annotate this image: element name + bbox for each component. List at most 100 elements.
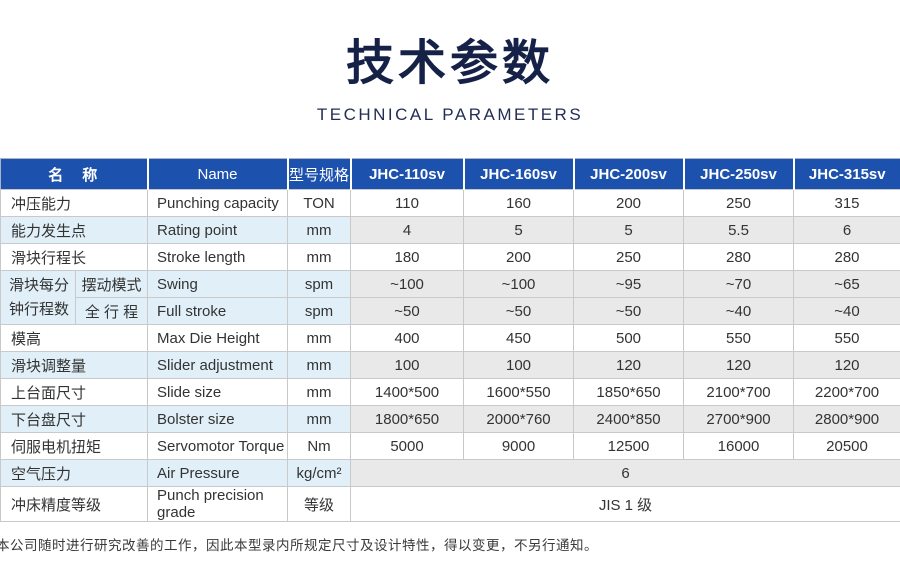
param-unit: 等级 [287,486,352,522]
cell-value: 450 [463,324,575,352]
param-name-en: Swing [147,270,289,298]
disclaimer-note: 本公司随时进行研究改善的工作，因此本型录内所规定尺寸及设计特性，得以变更，不另行… [0,538,598,553]
cell-value: 250 [683,189,795,217]
cell-value: 2000*760 [463,405,575,433]
cell-value: 5000 [350,432,465,460]
cell-value: 9000 [463,432,575,460]
cell-value: 280 [683,243,795,271]
cell-value: 1850*650 [573,378,685,406]
table-row-stroke-length: 滑块行程长 Stroke length mm 180 200 250 280 2… [0,243,900,271]
cell-value: 16000 [683,432,795,460]
cell-value: 110 [350,189,465,217]
param-name-cn-sub: 全 行 程 [74,297,149,325]
cell-value: 6 [793,216,900,244]
table-row-full-stroke: 全 行 程 Full stroke spm ~50 ~50 ~50 ~40 ~4… [1,297,900,325]
table-row-max-die-height: 模高 Max Die Height mm 400 450 500 550 550 [0,324,900,352]
cell-value: ~100 [463,270,575,298]
param-name-en: Punching capacity [147,189,289,217]
param-name-cn: 滑块行程长 [0,243,149,271]
param-name-cn: 伺服电机扭矩 [0,432,149,460]
cell-value: 180 [350,243,465,271]
cell-value: 550 [683,324,795,352]
page-title: 技术参数 [345,37,554,90]
header-name-en: Name [146,158,288,190]
cell-value: ~50 [350,297,465,325]
cell-value: 250 [573,243,685,271]
cell-value: 12500 [573,432,685,460]
param-name-en: Slide size [147,378,289,406]
param-unit: mm [287,243,352,271]
cell-value: ~40 [683,297,795,325]
header-model-315: JHC-315sv [792,158,900,190]
header-model-250: JHC-250sv [682,158,794,190]
table-row-punch-precision-grade: 冲床精度等级 Punch precision grade 等级 JIS 1 级 [0,486,900,522]
param-unit: mm [287,378,352,406]
param-name-cn: 冲压能力 [0,189,149,217]
cell-value: 5.5 [683,216,795,244]
cell-value: 200 [463,243,575,271]
param-name-en: Rating point [147,216,289,244]
page-subtitle: TECHNICAL PARAMETERS [316,104,584,124]
title-block: 技术参数 TECHNICAL PARAMETERS [0,0,900,125]
cell-value: ~95 [573,270,685,298]
cell-value: ~50 [573,297,685,325]
param-name-en: Servomotor Torque [147,432,289,460]
header-model-200: JHC-200sv [572,158,684,190]
table-row-slide-size: 上台面尺寸 Slide size mm 1400*500 1600*550 18… [0,378,900,406]
param-name-cn-group: 滑块每分钟行程数 [0,270,76,325]
cell-value: 2200*700 [793,378,900,406]
table-row-slider-adjustment: 滑块调整量 Slider adjustment mm 100 100 120 1… [0,351,900,379]
cell-value: 1800*650 [350,405,465,433]
table-header-row: 名 称 Name 型号规格 JHC-110sv JHC-160sv JHC-20… [0,158,900,190]
cell-value: 5 [463,216,575,244]
param-name-en: Air Pressure [147,459,289,487]
param-unit: Nm [287,432,352,460]
cell-value: 120 [573,351,685,379]
header-model-110: JHC-110sv [349,158,464,190]
table-row-bolster-size: 下台盘尺寸 Bolster size mm 1800*650 2000*760 … [0,405,900,433]
cell-value: 120 [793,351,900,379]
table-row-punching-capacity: 冲压能力 Punching capacity TON 110 160 200 2… [0,189,900,217]
param-unit: spm [287,297,352,325]
param-name-en: Stroke length [147,243,289,271]
param-unit: spm [287,270,352,298]
cell-value: 280 [793,243,900,271]
technical-parameters-table: 名 称 Name 型号规格 JHC-110sv JHC-160sv JHC-20… [0,158,900,522]
cell-value: 100 [350,351,465,379]
param-unit: mm [287,405,352,433]
table-row-swing: 滑块每分钟行程数 摆动模式 Swing spm ~100 ~100 ~95 ~7… [0,270,900,325]
param-unit: TON [287,189,352,217]
cell-value-merged: JIS 1 级 [350,486,900,522]
param-unit: mm [287,216,352,244]
param-name-cn-sub: 摆动模式 [74,270,149,298]
param-name-en: Max Die Height [147,324,289,352]
param-name-en: Punch precision grade [147,486,289,522]
cell-value: 120 [683,351,795,379]
cell-value: 200 [573,189,685,217]
cell-value: 100 [463,351,575,379]
table-row-air-pressure: 空气压力 Air Pressure kg/cm² 6 [0,459,900,487]
table-row-servomotor-torque: 伺服电机扭矩 Servomotor Torque Nm 5000 9000 12… [0,432,900,460]
cell-value: 1600*550 [463,378,575,406]
param-unit: mm [287,351,352,379]
param-unit: mm [287,324,352,352]
param-name-en: Full stroke [147,297,289,325]
header-name-cn: 名 称 [0,158,148,190]
cell-value: ~70 [683,270,795,298]
table-row-rating-point: 能力发生点 Rating point mm 4 5 5 5.5 6 [0,216,900,244]
cell-value: 5 [573,216,685,244]
param-name-cn: 模高 [0,324,149,352]
cell-value: 2100*700 [683,378,795,406]
header-model-160: JHC-160sv [462,158,574,190]
param-unit: kg/cm² [287,459,352,487]
param-name-cn: 滑块调整量 [0,351,149,379]
cell-value: 315 [793,189,900,217]
cell-value: ~40 [793,297,900,325]
cell-value: 1400*500 [350,378,465,406]
cell-value-merged: 6 [350,459,900,487]
param-name-cn: 能力发生点 [0,216,149,244]
cell-value: 4 [350,216,465,244]
cell-value: 2400*850 [573,405,685,433]
cell-value: ~65 [793,270,900,298]
header-spec: 型号规格 [286,158,351,190]
